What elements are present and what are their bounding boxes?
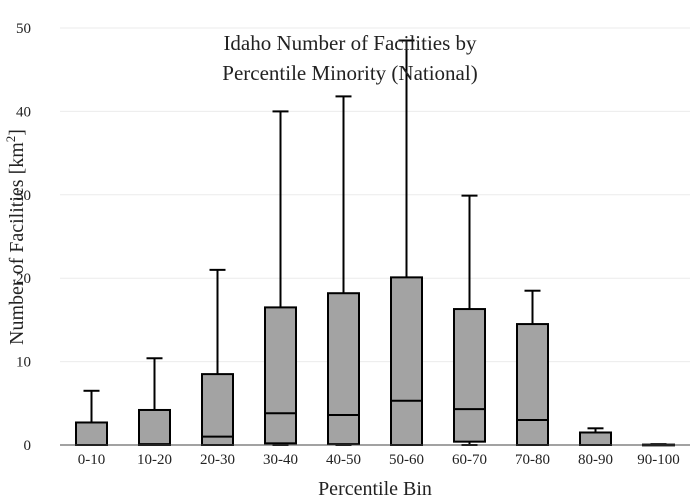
grid-layer (60, 27, 690, 363)
x-tick-label: 90-100 (637, 452, 680, 468)
box-body (390, 276, 423, 446)
box-body (264, 306, 297, 445)
y-tick-label: 10 (16, 355, 31, 371)
chart-title-line-1: Idaho Number of Facilities by (223, 31, 477, 55)
box-body (453, 308, 486, 443)
box-body (327, 292, 360, 446)
box-body (201, 373, 234, 446)
x-tick-label: 10-20 (137, 452, 172, 468)
x-tick-label: 50-60 (389, 452, 424, 468)
y-tick-labels: 0 10 20 30 40 50 (16, 21, 31, 454)
x-tick-label: 70-80 (515, 452, 550, 468)
x-tick-label: 80-90 (578, 452, 613, 468)
box-body (75, 421, 108, 446)
box-40-50 (327, 95, 360, 446)
box-10-20 (138, 357, 171, 446)
chart-title-line-2: Percentile Minority (National) (222, 61, 477, 85)
y-tick-label: 50 (16, 21, 31, 37)
y-axis-title-main: Number of Facilities [km (6, 142, 28, 345)
box-0-10 (75, 389, 108, 446)
x-tick-labels: 0-10 10-20 20-30 30-40 40-50 50-60 60-70 70-80 8… (78, 452, 680, 468)
box-60-70 (453, 194, 486, 446)
y-axis-title-superscript: 2 (3, 136, 18, 143)
y-axis-title-close: ] (6, 129, 28, 136)
box-80-90 (579, 427, 612, 446)
x-tick-label: 20-30 (200, 452, 235, 468)
x-tick-label: 30-40 (263, 452, 298, 468)
box-layer (75, 39, 675, 447)
box-30-40 (264, 110, 297, 446)
box-50-60 (390, 39, 423, 446)
box-body (516, 323, 549, 447)
x-tick-label: 60-70 (452, 452, 487, 468)
y-tick-label: 0 (24, 438, 32, 454)
y-tick-label: 20 (16, 271, 31, 287)
y-tick-label: 30 (16, 188, 31, 204)
box-20-30 (201, 268, 234, 446)
x-axis-title: Percentile Bin (318, 478, 432, 500)
y-tick-label: 40 (16, 104, 31, 120)
box-70-80 (516, 289, 549, 447)
x-tick-label: 40-50 (326, 452, 361, 468)
box-body (138, 408, 171, 446)
y-axis-title: Number of Facilities [km2] (3, 129, 28, 345)
x-tick-label: 0-10 (78, 452, 106, 468)
box-body (579, 431, 612, 446)
